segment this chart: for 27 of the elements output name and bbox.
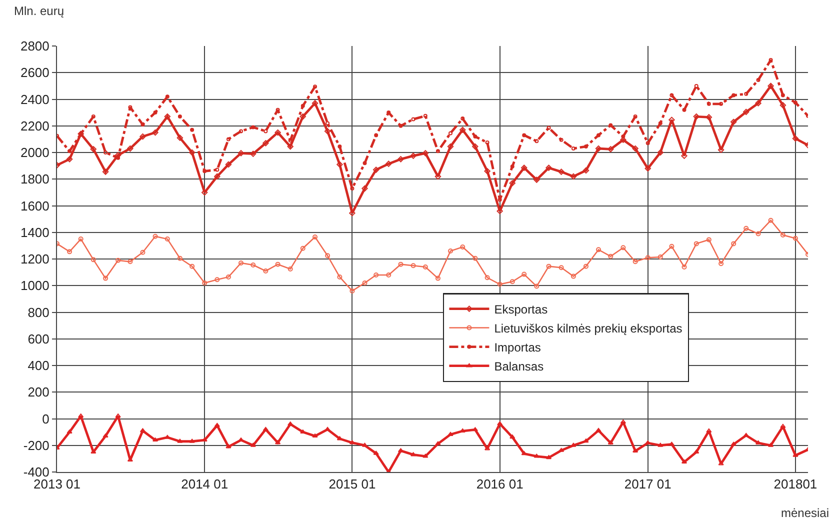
x-tick-label: 2016 01 <box>476 476 524 492</box>
y-tick-label: 2800 <box>20 38 50 54</box>
y-tick-label: 400 <box>28 358 50 374</box>
legend-label: Balansas <box>494 359 544 374</box>
y-tick-label: 2600 <box>20 65 50 80</box>
y-tick-label: 2400 <box>20 92 50 107</box>
x-tick-label: 2015 01 <box>328 476 376 492</box>
y-tick-label: 2000 <box>20 145 50 160</box>
y-tick-label: 1400 <box>20 224 50 240</box>
y-axis-title: Mln. eurų <box>14 4 64 18</box>
x-tick-label: 2014 01 <box>181 476 228 492</box>
legend-label: Eksportas <box>494 302 548 316</box>
y-tick-label: 0 <box>42 411 50 426</box>
y-tick-label: -200 <box>23 438 50 453</box>
y-tick-label: 1600 <box>20 198 50 214</box>
x-axis-title: mėnesiai <box>781 506 830 520</box>
y-tick-label: 600 <box>28 331 50 346</box>
y-tick-label: 800 <box>28 304 50 320</box>
y-tick-label: 1200 <box>20 252 50 267</box>
y-tick-label: 2200 <box>20 118 50 134</box>
legend-label: Lietuviškos kilmės prekių eksportas <box>494 321 682 336</box>
y-tick-label: 1000 <box>20 278 50 294</box>
legend-label: Importas <box>494 340 541 354</box>
x-tick-label: 2017 01 <box>624 476 672 492</box>
y-tick-label: 1800 <box>20 172 50 187</box>
x-tick-label: 201801 <box>774 476 818 492</box>
y-tick-label: 200 <box>28 384 50 400</box>
